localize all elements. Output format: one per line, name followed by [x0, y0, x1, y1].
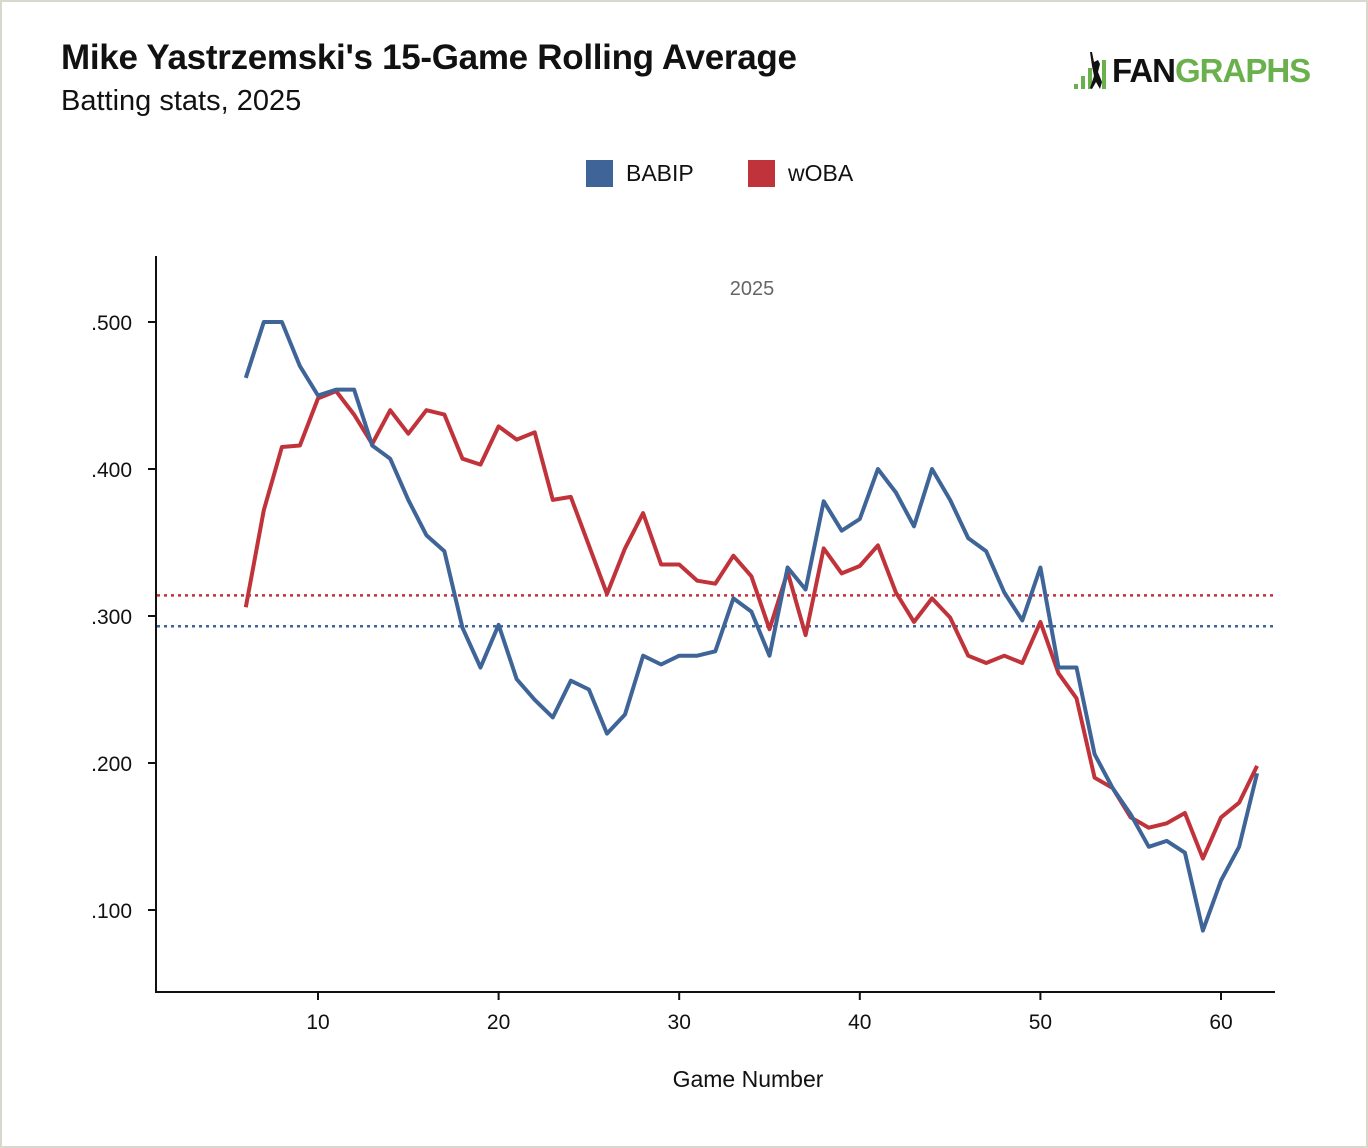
series-line-woba [243, 389, 1259, 861]
chart-title: Mike Yastrzemski's 15-Game Rolling Avera… [61, 38, 797, 77]
x-tick-label: 40 [848, 1011, 871, 1034]
legend: BABIP wOBA [586, 160, 854, 187]
logo-fan: FAN [1112, 52, 1176, 89]
y-tick-label: .300 [91, 606, 132, 629]
y-tick-label: .200 [91, 753, 132, 776]
legend-swatch-woba [748, 160, 775, 187]
x-tick-label: 50 [1029, 1011, 1052, 1034]
x-tick-label: 60 [1209, 1011, 1232, 1034]
season-annotation: 2025 [730, 278, 775, 300]
y-tick-label: .100 [91, 900, 132, 923]
legend-label-woba: wOBA [787, 160, 854, 186]
batter-bars-icon [1074, 52, 1106, 89]
x-axis-label: Game Number [673, 1066, 824, 1092]
chart-subtitle: Batting stats, 2025 [61, 85, 302, 117]
y-tick-label: .400 [91, 459, 132, 482]
x-tick-label: 20 [487, 1011, 510, 1034]
legend-label-babip: BABIP [626, 160, 694, 186]
y-tick-label: .500 [91, 312, 132, 335]
logo-graphs: GRAPHS [1175, 52, 1311, 89]
x-tick-label: 30 [668, 1011, 691, 1034]
series-line-babip [243, 320, 1260, 933]
fangraphs-logo: FAN GRAPHS [1072, 52, 1311, 90]
legend-swatch-babip [586, 160, 613, 187]
x-tick-label: 10 [306, 1011, 329, 1034]
